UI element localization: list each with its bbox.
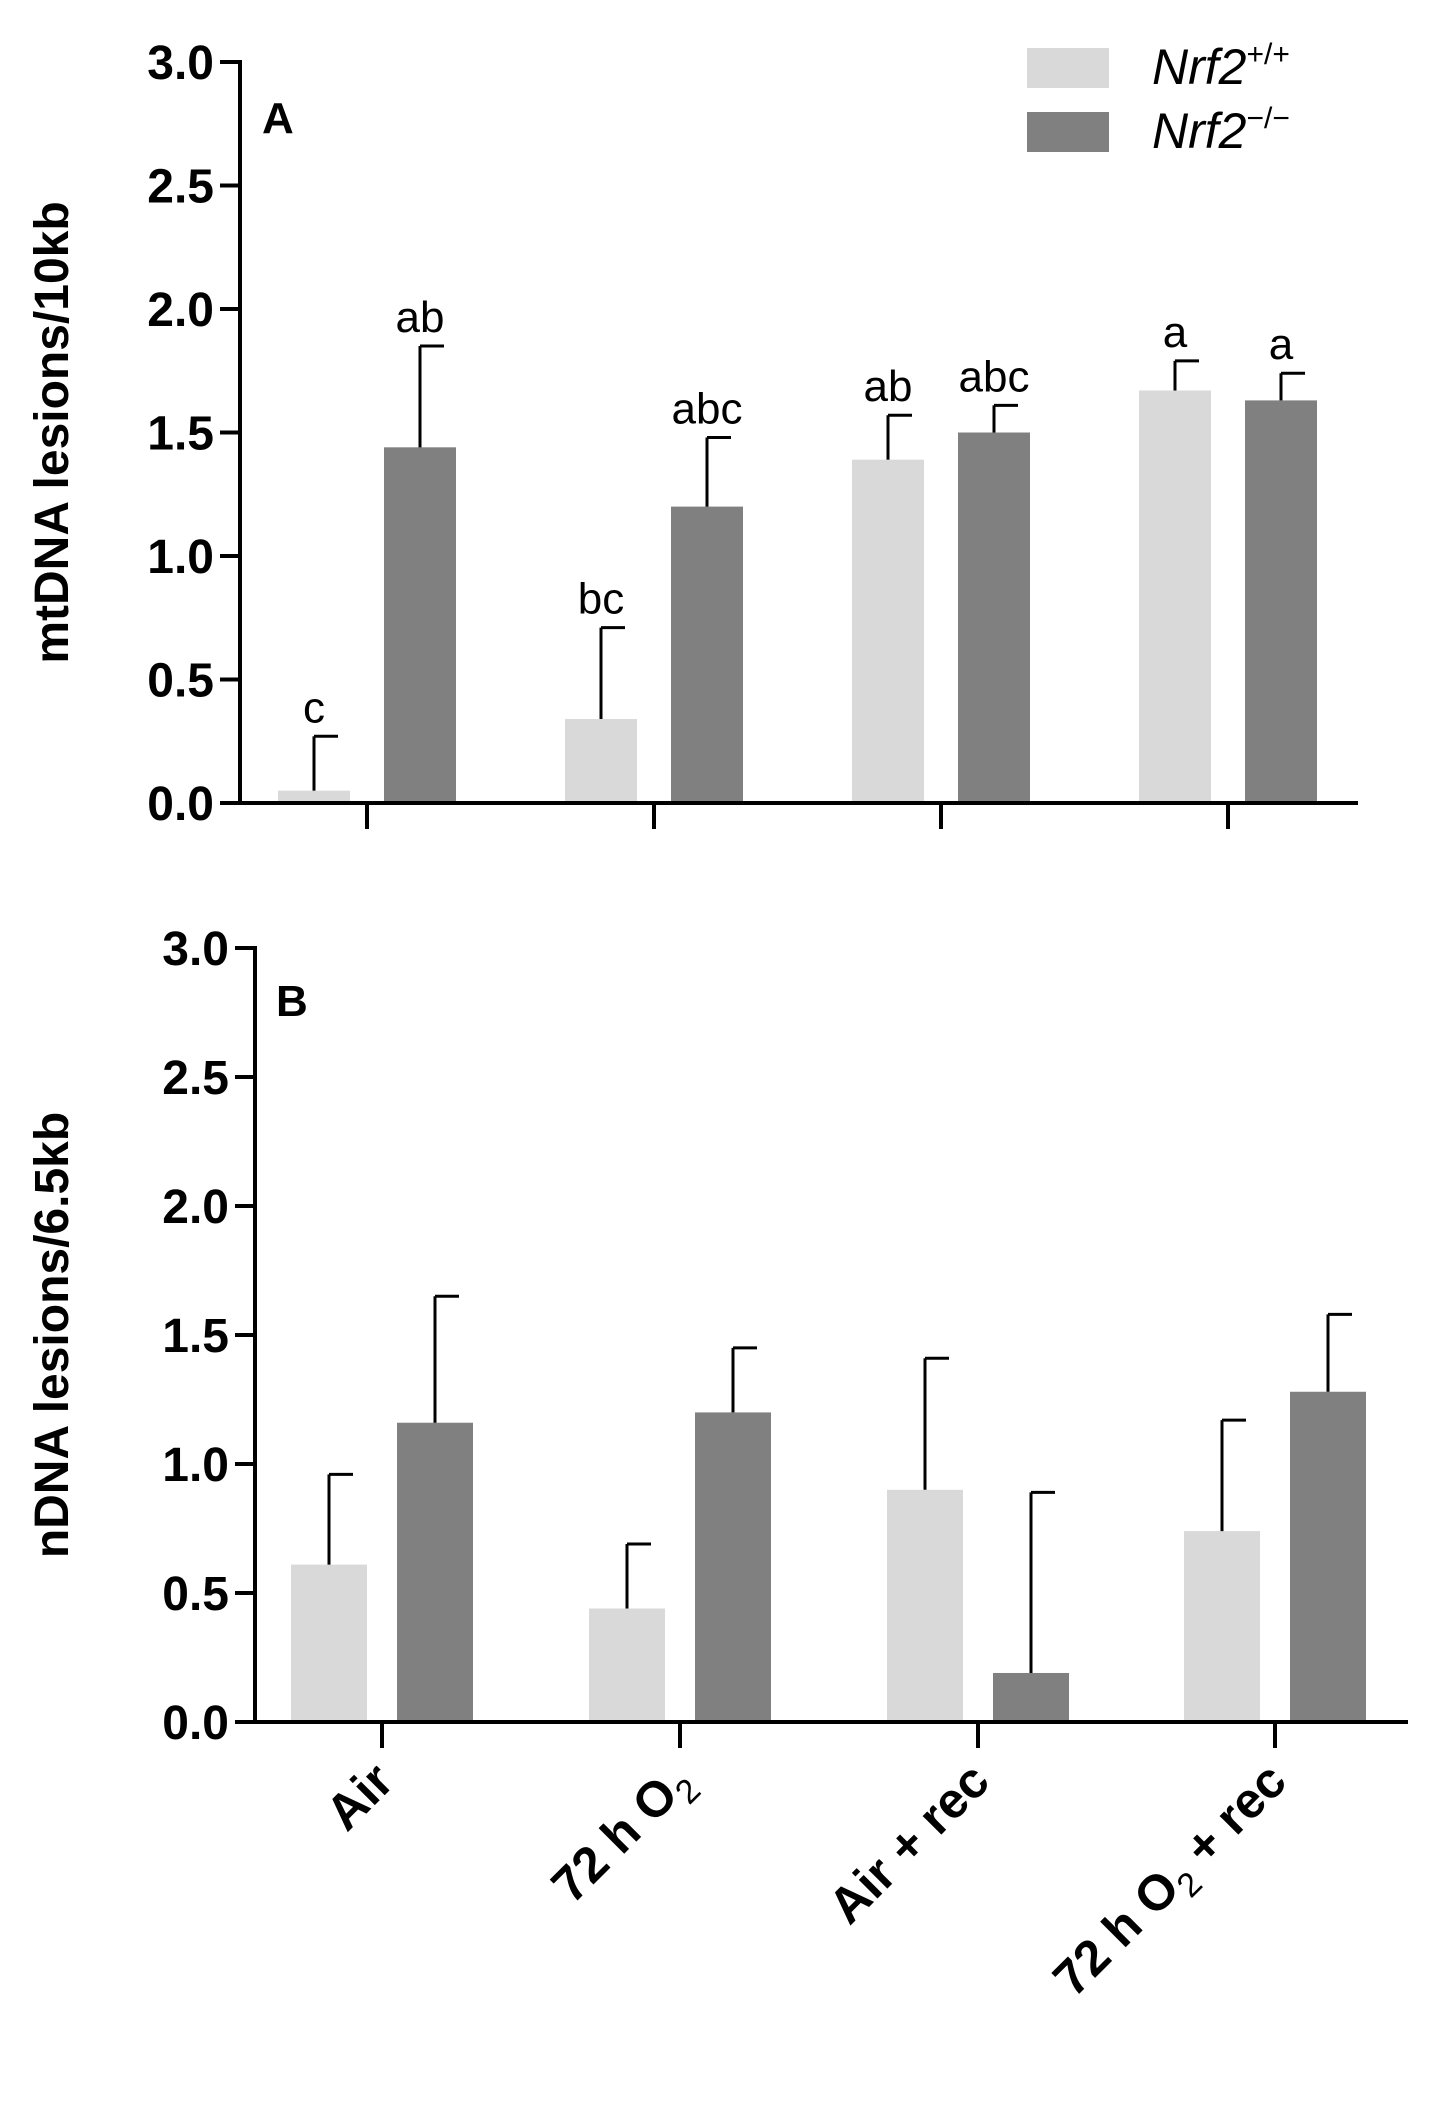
bar-wt-3 — [852, 459, 924, 803]
panel-a: cbcabaababcabca0.00.51.01.52.02.53.0AmtD… — [26, 37, 1358, 831]
bar-ko-4 — [1245, 400, 1317, 803]
legend-label: Nrf2−/− — [1152, 102, 1290, 159]
y-tick-label: 2.0 — [162, 1181, 229, 1234]
y-tick-label: 1.5 — [147, 408, 214, 461]
y-tick-label: 2.0 — [147, 284, 214, 337]
x-category-label: 72 h O2 + rec — [1042, 1752, 1303, 2013]
y-tick-label: 1.5 — [162, 1310, 229, 1363]
panel-label: A — [262, 94, 294, 143]
bar-ko-1 — [397, 1422, 473, 1722]
significance-label: a — [1163, 308, 1188, 357]
y-tick-label: 2.5 — [162, 1052, 229, 1105]
y-tick-label: 1.0 — [147, 531, 214, 584]
significance-label: abc — [672, 384, 743, 433]
bar-ko-3 — [958, 432, 1030, 803]
y-tick-label: 0.5 — [147, 655, 214, 708]
x-category-label: 72 h O2 — [541, 1752, 708, 1919]
bar-wt-4 — [1139, 390, 1211, 803]
x-category-label: Air + rec — [818, 1752, 1000, 1934]
y-tick-label: 1.0 — [162, 1439, 229, 1492]
x-category-label-part: Air + rec — [818, 1752, 1000, 1934]
legend: Nrf2+/+Nrf2−/− — [1027, 38, 1290, 159]
bar-ko-2 — [671, 506, 743, 803]
bar-ko-4 — [1290, 1391, 1366, 1722]
panel-label: B — [276, 977, 308, 1026]
significance-label: ab — [396, 293, 445, 342]
x-category-label-part: 72 h O — [541, 1766, 689, 1914]
y-tick-label: 0.5 — [162, 1568, 229, 1621]
x-category-label: Air — [315, 1752, 404, 1841]
legend-label: Nrf2+/+ — [1152, 38, 1290, 95]
significance-label: abc — [959, 352, 1030, 401]
bar-wt-2 — [589, 1608, 665, 1722]
y-tick-label: 3.0 — [162, 923, 229, 976]
bar-wt-1 — [291, 1564, 367, 1722]
bar-ko-2 — [695, 1412, 771, 1722]
y-tick-label: 0.0 — [147, 778, 214, 831]
significance-label: c — [303, 683, 325, 732]
x-category-label-part: Air — [315, 1752, 404, 1841]
bar-wt-4 — [1184, 1531, 1260, 1722]
y-tick-label: 2.5 — [147, 161, 214, 214]
x-category-label-part: + rec — [1164, 1752, 1297, 1885]
bar-wt-2 — [565, 719, 637, 803]
significance-label: ab — [864, 362, 913, 411]
y-tick-label: 3.0 — [147, 37, 214, 90]
significance-label: a — [1269, 320, 1294, 369]
significance-label: bc — [578, 575, 624, 624]
bar-wt-1 — [278, 790, 350, 803]
legend-label-base: Nrf2 — [1152, 39, 1247, 95]
bar-wt-3 — [887, 1489, 963, 1722]
legend-label-sup: −/− — [1246, 102, 1289, 135]
bar-ko-1 — [384, 447, 456, 803]
y-axis-title: nDNA lesions/6.5kb — [26, 1112, 79, 1558]
y-tick-label: 0.0 — [162, 1697, 229, 1750]
legend-swatch — [1027, 48, 1109, 88]
legend-swatch — [1027, 112, 1109, 152]
x-category-label-part: 72 h O — [1042, 1859, 1190, 2007]
legend-label-sup: +/+ — [1246, 38, 1289, 71]
bar-ko-3 — [993, 1672, 1069, 1722]
legend-label-base: Nrf2 — [1152, 103, 1247, 159]
y-axis-title: mtDNA lesions/10kb — [26, 201, 79, 663]
